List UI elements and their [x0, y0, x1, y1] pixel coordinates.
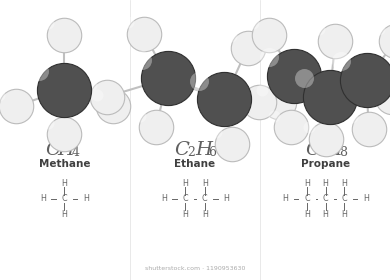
Text: H: H	[363, 194, 369, 203]
Point	[104, 94, 110, 99]
Text: H: H	[341, 179, 347, 188]
Point	[61, 33, 67, 37]
Text: H: H	[61, 210, 67, 219]
Text: H: H	[341, 210, 347, 219]
Point	[136, 113, 143, 118]
Point	[153, 125, 159, 130]
Point	[229, 142, 235, 146]
Point	[389, 94, 390, 99]
Point	[45, 120, 51, 125]
Point	[363, 78, 370, 82]
Point	[326, 94, 333, 99]
Text: C: C	[175, 141, 190, 159]
Text: H: H	[40, 194, 46, 203]
Text: 8: 8	[339, 146, 347, 159]
Text: Ethane: Ethane	[174, 159, 216, 169]
Point	[291, 73, 298, 78]
Point	[332, 38, 339, 43]
Point	[12, 104, 19, 109]
Point	[61, 132, 67, 137]
Text: H: H	[223, 194, 229, 203]
Point	[94, 92, 100, 97]
Text: C: C	[342, 194, 347, 203]
Text: H: H	[304, 210, 310, 219]
Point	[165, 76, 171, 81]
Text: C: C	[305, 141, 320, 159]
Text: 6: 6	[208, 146, 216, 159]
Text: shutterstock.com · 1190953630: shutterstock.com · 1190953630	[145, 266, 245, 271]
Text: H: H	[202, 179, 208, 188]
Point	[35, 69, 42, 73]
Point	[306, 125, 312, 129]
Text: C: C	[183, 194, 188, 203]
Point	[276, 100, 282, 104]
Text: H: H	[323, 179, 329, 188]
Point	[141, 31, 147, 36]
Point	[287, 125, 294, 130]
Point	[228, 34, 234, 38]
Point	[88, 83, 94, 87]
Point	[349, 115, 355, 119]
Text: H: H	[58, 141, 75, 159]
Text: H: H	[326, 141, 343, 159]
Point	[125, 20, 131, 24]
Point	[240, 88, 246, 93]
Text: C: C	[202, 194, 207, 203]
Text: H: H	[83, 194, 89, 203]
Text: C: C	[62, 194, 67, 203]
Text: 2: 2	[188, 146, 195, 159]
Point	[372, 83, 379, 87]
Point	[195, 79, 202, 83]
Text: H: H	[182, 210, 188, 219]
Point	[259, 88, 266, 93]
Point	[250, 21, 256, 25]
Point	[376, 27, 383, 31]
Text: H: H	[182, 179, 188, 188]
Point	[365, 127, 372, 131]
Text: H: H	[202, 210, 208, 219]
Point	[256, 100, 262, 104]
Point	[266, 33, 272, 37]
Text: C: C	[45, 141, 60, 159]
Text: H: H	[282, 194, 289, 203]
Text: 4: 4	[71, 146, 80, 159]
Point	[221, 97, 227, 102]
Text: C: C	[304, 194, 310, 203]
Point	[45, 21, 51, 25]
Point	[316, 27, 322, 31]
Point	[266, 55, 272, 59]
Point	[0, 92, 2, 97]
Point	[271, 113, 277, 118]
Point	[323, 136, 329, 141]
Text: H: H	[195, 141, 212, 159]
Point	[338, 59, 344, 64]
Text: C: C	[323, 194, 328, 203]
Text: Methane: Methane	[39, 159, 90, 169]
Text: H: H	[61, 179, 67, 188]
Point	[245, 45, 251, 50]
Text: Propane: Propane	[301, 159, 350, 169]
Text: H: H	[161, 194, 167, 203]
Text: H: H	[323, 210, 329, 219]
Point	[61, 87, 67, 92]
Text: 3: 3	[318, 146, 326, 159]
Point	[139, 58, 145, 62]
Text: H: H	[304, 179, 310, 188]
Point	[301, 76, 307, 80]
Point	[213, 130, 219, 135]
Point	[110, 104, 116, 109]
